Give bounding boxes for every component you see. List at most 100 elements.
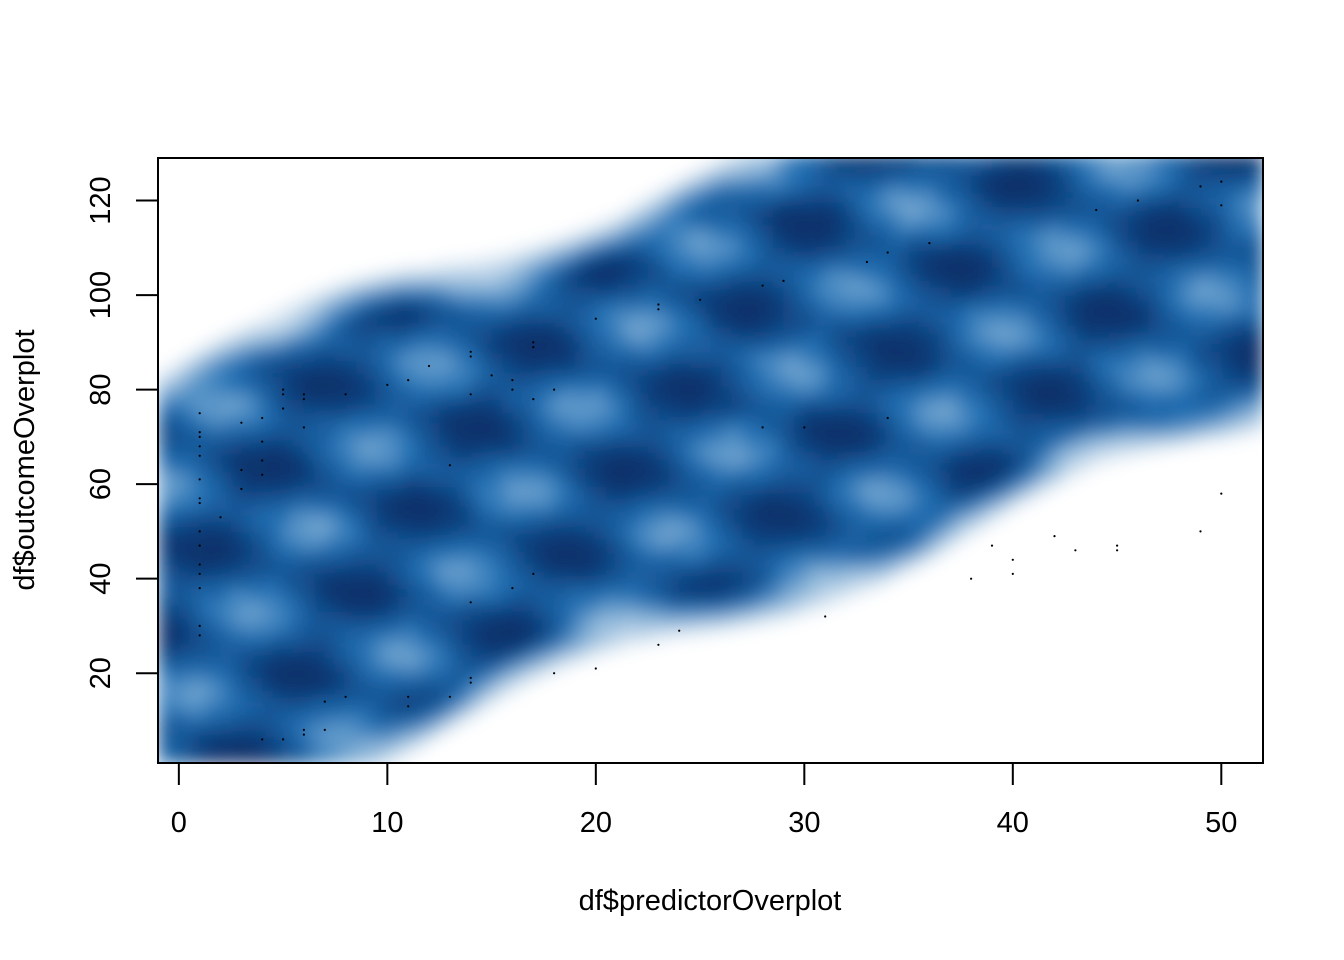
density-cell bbox=[502, 339, 514, 348]
density-cell bbox=[606, 260, 618, 268]
density-cell bbox=[658, 412, 670, 420]
density-cell bbox=[481, 498, 493, 506]
density-cell bbox=[741, 220, 754, 228]
density-cell bbox=[429, 557, 441, 566]
density-cell bbox=[814, 452, 827, 460]
density-cell bbox=[335, 657, 347, 665]
density-cell bbox=[856, 158, 868, 162]
density-cell bbox=[189, 485, 201, 493]
density-cell bbox=[512, 491, 524, 500]
density-cell bbox=[418, 591, 430, 599]
density-cell bbox=[522, 299, 535, 308]
density-cell bbox=[554, 372, 566, 381]
density-cell bbox=[397, 518, 410, 526]
density-cell bbox=[856, 180, 868, 189]
density-cell bbox=[710, 478, 722, 487]
density-cell bbox=[898, 339, 910, 348]
density-cell bbox=[595, 557, 608, 566]
density-cell bbox=[168, 399, 180, 407]
density-cell bbox=[752, 531, 764, 539]
density-cell bbox=[303, 379, 316, 387]
density-cell bbox=[648, 584, 660, 592]
density-cell bbox=[856, 511, 868, 520]
density-cell bbox=[595, 286, 608, 295]
density-cell bbox=[345, 677, 357, 685]
density-cell bbox=[533, 544, 545, 553]
density-cell bbox=[783, 233, 795, 242]
density-cell bbox=[554, 299, 566, 308]
density-cell bbox=[679, 551, 691, 559]
density-cell bbox=[595, 465, 608, 473]
density-cell bbox=[387, 511, 399, 520]
density-cell bbox=[700, 624, 712, 632]
density-cell bbox=[512, 306, 524, 314]
density-cell bbox=[898, 557, 910, 566]
density-cell bbox=[804, 359, 816, 367]
density-cell bbox=[397, 359, 410, 367]
density-cell bbox=[720, 610, 733, 619]
density-cell bbox=[679, 571, 691, 579]
density-cell bbox=[835, 253, 847, 262]
density-cell bbox=[502, 650, 514, 659]
density-cell bbox=[679, 478, 691, 487]
density-cell bbox=[356, 743, 368, 751]
density-cell bbox=[241, 491, 253, 500]
density-cell bbox=[512, 551, 524, 559]
density-cell bbox=[408, 557, 420, 566]
density-cell bbox=[251, 531, 264, 539]
density-cell bbox=[627, 471, 639, 480]
density-cell bbox=[470, 405, 483, 414]
density-cell bbox=[533, 319, 545, 328]
density-cell bbox=[335, 729, 347, 738]
density-cell bbox=[533, 452, 545, 460]
density-cell bbox=[408, 425, 420, 434]
density-cell bbox=[449, 577, 462, 586]
density-cell bbox=[877, 445, 889, 453]
density-cell bbox=[178, 703, 191, 711]
density-cell bbox=[908, 359, 920, 367]
density-cell bbox=[804, 557, 816, 566]
density-cell bbox=[773, 187, 785, 195]
density-cell bbox=[543, 511, 556, 520]
density-cell bbox=[877, 557, 889, 566]
density-cell bbox=[606, 412, 618, 420]
density-cell bbox=[418, 306, 430, 314]
density-cell bbox=[158, 518, 170, 526]
density-cell bbox=[648, 372, 660, 381]
density-cell bbox=[449, 604, 462, 612]
density-cell bbox=[720, 418, 733, 427]
density-cell bbox=[637, 478, 649, 487]
density-cell bbox=[449, 306, 462, 314]
density-cell bbox=[366, 736, 378, 745]
density-cell bbox=[356, 504, 368, 513]
density-cell bbox=[752, 299, 764, 308]
density-cell bbox=[658, 200, 670, 209]
density-cell bbox=[293, 452, 305, 460]
density-cell bbox=[481, 637, 493, 645]
density-cell bbox=[564, 339, 576, 348]
density-cell bbox=[627, 564, 639, 573]
density-cell bbox=[564, 524, 576, 533]
density-cell bbox=[449, 445, 462, 453]
density-cell bbox=[376, 458, 389, 467]
density-cell bbox=[397, 498, 410, 506]
density-cell bbox=[741, 485, 754, 493]
density-cell bbox=[220, 756, 232, 763]
density-cell bbox=[491, 266, 503, 275]
density-cell bbox=[637, 412, 649, 420]
density-cell bbox=[314, 465, 326, 473]
density-cell bbox=[293, 352, 305, 361]
density-cell bbox=[908, 544, 920, 553]
density-cell bbox=[303, 405, 316, 414]
density-cell bbox=[460, 571, 472, 579]
density-cell bbox=[585, 524, 597, 533]
density-cell bbox=[283, 392, 295, 400]
density-cell bbox=[158, 630, 170, 639]
density-cell bbox=[314, 624, 326, 632]
density-cell bbox=[658, 207, 670, 215]
density-cell bbox=[293, 346, 305, 354]
density-cell bbox=[637, 584, 649, 592]
density-cell bbox=[658, 531, 670, 539]
density-cell bbox=[710, 624, 722, 632]
density-cell bbox=[773, 538, 785, 546]
